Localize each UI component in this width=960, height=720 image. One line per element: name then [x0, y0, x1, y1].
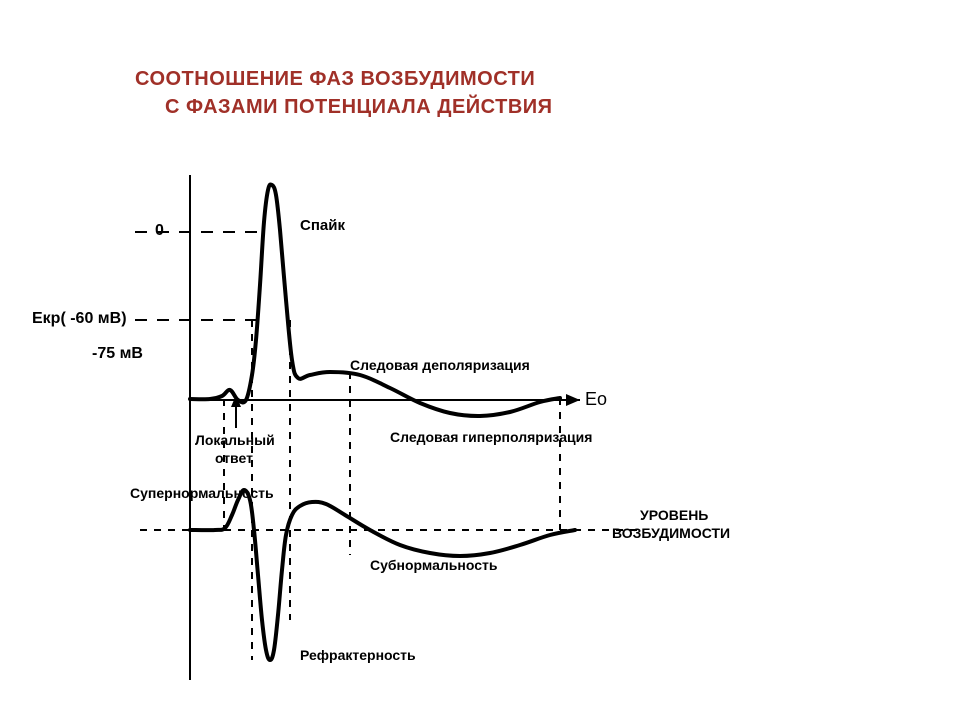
subnormality-label: Субнормальность — [370, 557, 498, 573]
excitability-level-label-1: УРОВЕНЬ — [640, 507, 708, 523]
trace-depol-label: Следовая деполяризация — [350, 357, 530, 373]
local-response-label-2: ответ — [215, 450, 253, 466]
refractoriness-label: Рефрактерность — [300, 647, 416, 663]
eo-label: Ео — [585, 389, 607, 409]
local-response-label-1: Локальный — [195, 432, 275, 448]
excitability-curve — [190, 490, 575, 660]
diagram-svg: Ео Спайк Следовая деполяризация Следовая… — [0, 0, 960, 720]
spike-label: Спайк — [300, 217, 345, 234]
trace-hyperpol-label: Следовая гиперполяризация — [390, 429, 592, 445]
supernormality-label: Супернормальность — [130, 485, 274, 501]
action-potential-curve — [190, 184, 560, 416]
excitability-level-label-2: ВОЗБУДИМОСТИ — [612, 525, 730, 541]
